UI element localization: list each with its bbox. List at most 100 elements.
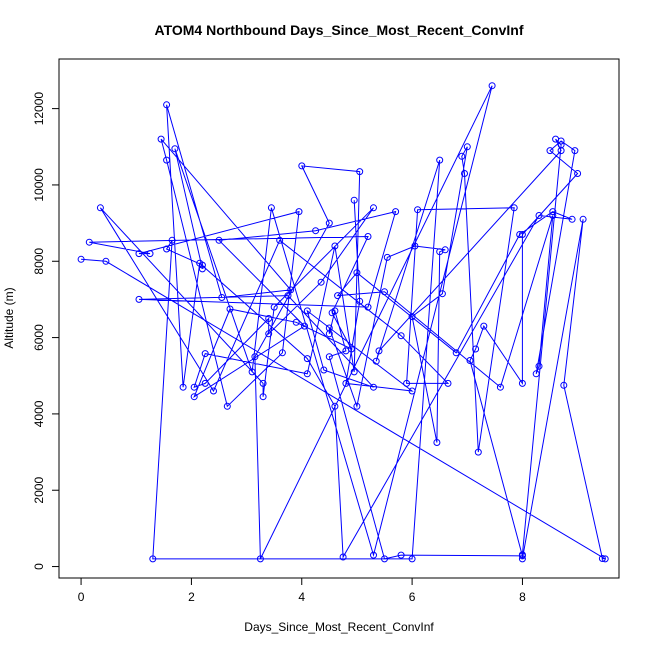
data-point	[331, 242, 339, 250]
data-point	[557, 137, 565, 145]
y-tick-label: 10000	[32, 168, 46, 202]
data-point	[364, 303, 372, 311]
data-point	[163, 101, 171, 109]
data-point	[303, 307, 311, 315]
data-point	[535, 362, 543, 370]
x-tick-label: 4	[298, 590, 305, 604]
data-point	[135, 295, 143, 303]
data-point	[265, 330, 273, 338]
data-point	[298, 162, 306, 170]
data-point	[375, 347, 383, 355]
data-point	[350, 368, 358, 376]
data-point	[218, 294, 226, 301]
data-point	[510, 204, 518, 212]
data-point	[549, 208, 557, 216]
data-point	[168, 236, 176, 244]
data-point	[408, 387, 416, 395]
data-point	[259, 393, 267, 401]
y-tick-label: 12000	[32, 92, 46, 126]
data-point	[259, 379, 267, 387]
data-point	[546, 147, 554, 155]
data-point	[317, 278, 325, 286]
data-point	[356, 168, 364, 176]
data-point	[163, 156, 171, 164]
data-point	[347, 345, 355, 353]
data-point	[438, 290, 446, 298]
x-axis: 0 2 4 6 8	[78, 578, 526, 604]
data-point	[452, 349, 460, 357]
y-axis: 0 2000 4000 6000 8000 10000 12000	[32, 92, 59, 570]
data-point	[353, 269, 361, 277]
data-point	[251, 353, 259, 361]
x-axis-label: Days_Since_Most_Recent_ConvInf	[244, 620, 434, 634]
data-point	[571, 147, 579, 155]
data-point	[265, 315, 273, 322]
data-point	[284, 292, 292, 300]
data-point	[568, 215, 576, 223]
data-point	[96, 204, 104, 212]
data-point	[267, 204, 275, 212]
data-point	[198, 265, 206, 273]
data-point	[287, 286, 295, 294]
data-point	[601, 555, 609, 563]
data-point	[364, 233, 372, 240]
data-point	[163, 245, 171, 253]
data-point	[518, 231, 526, 238]
data-point	[461, 170, 468, 177]
data-point	[223, 402, 231, 410]
data-point	[370, 551, 377, 559]
plot-frame	[58, 58, 620, 579]
data-point	[146, 250, 154, 258]
data-point	[325, 353, 333, 361]
data-point	[210, 387, 217, 395]
data-point	[278, 349, 286, 357]
y-tick-label: 0	[32, 563, 46, 570]
data-point	[472, 345, 480, 353]
data-point	[356, 297, 364, 305]
data-point	[320, 366, 328, 374]
data-point	[149, 555, 157, 563]
series-line	[81, 85, 606, 560]
data-point	[372, 357, 380, 365]
data-point	[370, 383, 377, 391]
data-point	[480, 322, 488, 330]
data-point	[135, 250, 143, 258]
data-point	[549, 212, 557, 219]
y-tick-label: 6000	[32, 324, 46, 351]
data-point	[256, 555, 264, 563]
data-point	[403, 379, 411, 387]
data-point	[518, 552, 526, 560]
data-point	[292, 318, 300, 326]
data-point	[331, 402, 339, 410]
data-point	[190, 383, 198, 391]
data-point	[85, 238, 93, 246]
data-point	[102, 257, 110, 265]
data-point	[408, 555, 416, 563]
data-point	[535, 212, 543, 219]
data-point	[325, 330, 333, 338]
x-tick-label: 2	[188, 590, 195, 604]
data-point	[397, 332, 405, 340]
data-point	[579, 215, 587, 223]
data-point	[557, 147, 565, 155]
data-point	[77, 255, 85, 263]
data-point	[301, 322, 308, 330]
data-point	[190, 393, 198, 401]
data-point	[408, 313, 416, 321]
data-point	[466, 357, 474, 364]
x-tick-label: 6	[409, 590, 416, 604]
data-point	[276, 236, 284, 244]
series-altitude	[77, 82, 609, 563]
data-point	[339, 553, 347, 561]
data-point	[444, 379, 452, 387]
data-point	[496, 383, 504, 391]
data-point	[574, 170, 582, 177]
data-point	[518, 555, 526, 563]
data-point	[201, 379, 209, 387]
data-point	[433, 439, 441, 446]
x-tick-label: 8	[519, 590, 526, 604]
data-point	[312, 227, 320, 235]
data-point	[179, 383, 187, 391]
data-point	[342, 379, 350, 387]
y-tick-label: 2000	[32, 477, 46, 504]
